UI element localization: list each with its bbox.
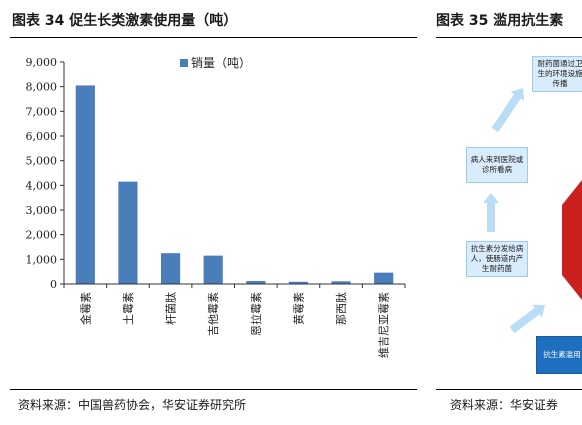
top-rule-right: [436, 37, 582, 38]
bar-8: [374, 272, 394, 284]
legend-swatch: [180, 59, 188, 67]
flow-arrows: [483, 88, 545, 334]
y-tick-label: 5,000: [26, 155, 58, 168]
x-tick-label: 维吉尼亚霉素: [378, 292, 391, 358]
y-tick-label: 3,000: [26, 204, 58, 217]
right-chart-title: 图表 35 滥用抗生素: [436, 13, 564, 29]
y-tick-label: 4,000: [26, 179, 58, 192]
y-axis: 0 1,000 2,000 3,000 4,000 5,000 6,000 7,000 8,00…: [26, 56, 65, 291]
y-tick-label: 0: [50, 278, 57, 291]
x-tick-label: 那西肽: [334, 292, 348, 325]
x-axis: 金霉素 土霉素 杆菌肽 吉他霉素 恩拉霉素 黄霉素 那西肽 维吉尼亚霉素: [63, 283, 406, 358]
bar-2: [118, 181, 138, 284]
right-source-note: 资料来源：华安证券: [450, 398, 559, 412]
y-tick-label: 6,000: [26, 130, 58, 143]
arrow-bottom-to-low: [509, 304, 545, 334]
bar-chart: 0 1,000 2,000 3,000 4,000 5,000 6,000 7,000 8,00…: [26, 56, 406, 358]
x-tick-label: 土霉素: [122, 292, 135, 325]
bar-1: [75, 85, 95, 284]
y-tick-label: 8,000: [26, 81, 58, 94]
legend-label: 销量（吨）: [191, 56, 251, 70]
bar-5: [246, 281, 266, 284]
left-chart-title: 图表 34 促生长类激素使用量（吨）: [12, 13, 238, 29]
flow-box-mid: 病人来到医院或诊所看病: [466, 147, 528, 183]
left-source-note: 资料来源：中国兽药协会，华安证券研究所: [18, 398, 247, 412]
bar-4: [203, 255, 223, 284]
bar-7: [331, 281, 351, 284]
x-tick-label: 恩拉霉素: [249, 292, 263, 336]
flow-box-top: 耐药菌通过卫生的环境设施传播: [532, 56, 582, 92]
bar-6: [288, 281, 309, 284]
x-tick-label: 黄霉素: [291, 292, 305, 325]
red-octagon-shape: [562, 180, 582, 300]
y-tick-label: 9,000: [26, 56, 58, 69]
x-tick-label: 吉他霉素: [207, 292, 220, 336]
bottom-rule-left: [10, 389, 417, 390]
x-tick-label: 杆菌肽: [164, 292, 178, 325]
arrow-low-to-mid: [483, 193, 499, 232]
top-rule-left: [10, 37, 417, 38]
y-tick-label: 1,000: [26, 253, 58, 266]
y-tick-label: 2,000: [26, 229, 58, 242]
x-tick-label: 金霉素: [78, 292, 92, 325]
bottom-rule-right: [436, 389, 582, 390]
arrow-mid-to-top: [491, 88, 525, 133]
legend: 销量（吨）: [180, 56, 251, 70]
flow-box-low: 抗生素分发给病人，使肠道内产生耐药菌: [466, 241, 528, 277]
y-tick-label: 7,000: [26, 105, 58, 118]
bar-series: [75, 85, 394, 284]
bar-3: [160, 253, 181, 284]
flow-box-bottom: 抗生素滥用: [536, 336, 582, 374]
